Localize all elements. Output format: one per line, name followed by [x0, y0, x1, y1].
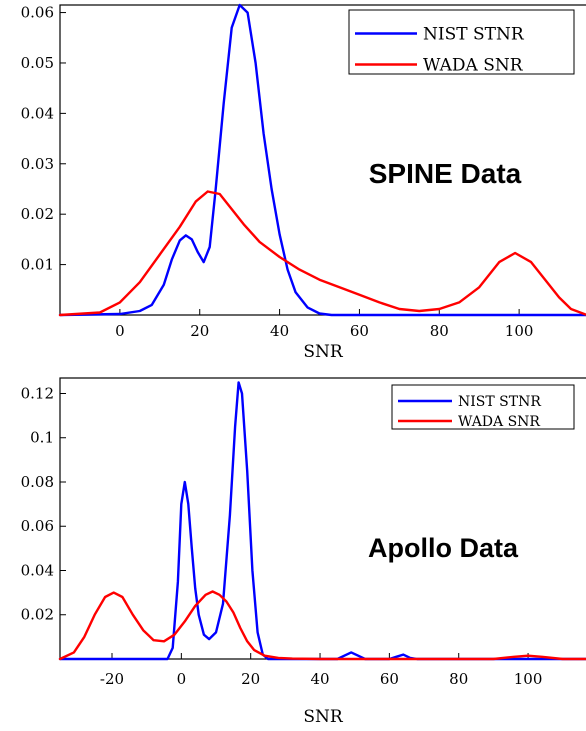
y-tick-label: 0.02 — [21, 205, 54, 223]
legend: NIST STNR WADA SNR — [391, 384, 575, 430]
y-tick-label: 0.05 — [21, 54, 54, 72]
y-tick-label: 0.03 — [21, 155, 54, 173]
panel-annotation: SPINE Data — [369, 158, 522, 189]
x-axis-label: SNR — [303, 342, 344, 362]
y-tick-label: 0.12 — [21, 384, 54, 402]
x-tick-label: 20 — [241, 670, 260, 688]
x-tick-label: -20 — [100, 670, 124, 688]
legend: NIST STNR WADA SNR — [348, 9, 575, 76]
x-tick-label: 100 — [505, 322, 534, 340]
x-ticks: -20 0 20 40 60 80 100 — [100, 653, 542, 688]
y-ticks: 0.02 0.04 0.06 0.08 0.1 0.12 — [21, 384, 66, 624]
series-lines — [58, 381, 586, 661]
x-tick-label: 80 — [449, 670, 468, 688]
x-tick-label: 100 — [514, 670, 543, 688]
y-tick-label: 0.02 — [21, 606, 54, 624]
x-tick-label: 20 — [190, 322, 209, 340]
y-tick-label: 0.08 — [21, 473, 54, 491]
panel-annotation: Apollo Data — [368, 533, 519, 563]
legend-label: NIST STNR — [423, 25, 525, 45]
chart-panel-spine: 0.01 0.02 0.03 0.04 0.05 0.06 0 20 40 60 80 100 SN… — [21, 4, 586, 362]
x-tick-label: 60 — [380, 670, 399, 688]
y-tick-label: 0.06 — [21, 517, 54, 535]
x-tick-label: 40 — [270, 322, 289, 340]
x-axis-label: SNR — [303, 707, 344, 727]
x-ticks: 0 20 40 60 80 100 — [115, 309, 533, 340]
series-line-nist-stnr — [58, 3, 586, 317]
legend-label: WADA SNR — [458, 414, 540, 430]
x-tick-label: 0 — [115, 322, 125, 340]
x-tick-label: 80 — [430, 322, 449, 340]
x-tick-label: 0 — [177, 670, 187, 688]
x-tick-label: 60 — [350, 322, 369, 340]
legend-label: WADA SNR — [423, 56, 524, 76]
y-tick-label: 0.06 — [21, 4, 54, 22]
series-lines — [58, 3, 586, 317]
y-tick-label: 0.04 — [21, 561, 54, 579]
series-line-wada-snr — [58, 590, 586, 661]
y-ticks: 0.01 0.02 0.03 0.04 0.05 0.06 — [21, 4, 66, 274]
series-line-wada-snr — [58, 190, 586, 317]
y-tick-label: 0.04 — [21, 104, 54, 122]
y-tick-label: 0.1 — [30, 429, 54, 447]
x-tick-label: 40 — [310, 670, 329, 688]
chart-panel-apollo: 0.020.040.060.080.10.12 -20 0 20 40 60 80 100 … — [21, 377, 586, 727]
legend-label: NIST STNR — [458, 394, 541, 410]
y-tick-label: 0.01 — [21, 256, 54, 274]
